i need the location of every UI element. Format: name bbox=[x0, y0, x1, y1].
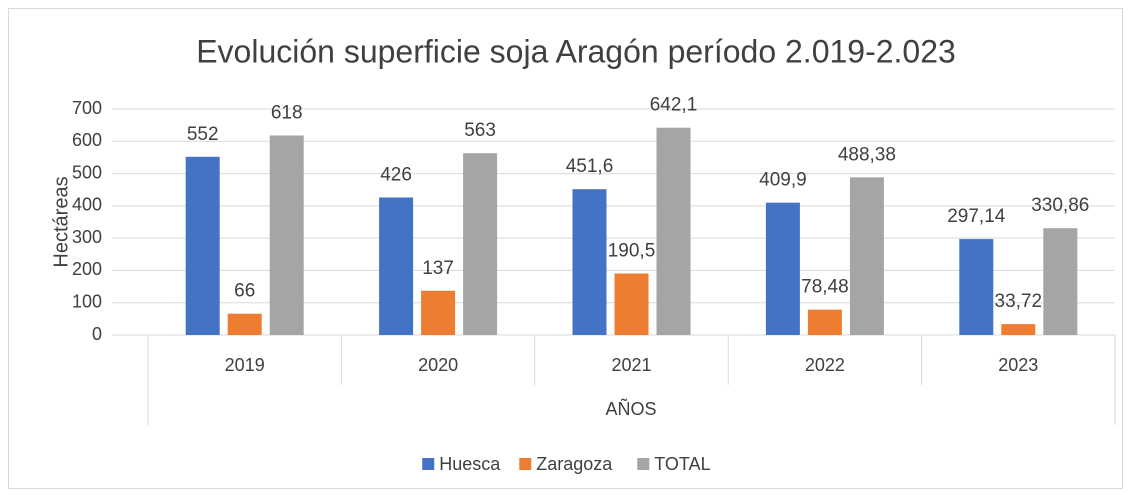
legend-label: Huesca bbox=[439, 454, 501, 474]
x-tick-label: 2022 bbox=[805, 355, 845, 375]
y-tick-label: 600 bbox=[72, 130, 102, 150]
bar bbox=[1043, 228, 1078, 335]
data-label: 563 bbox=[464, 120, 496, 141]
data-label: 409,9 bbox=[759, 170, 807, 191]
data-label: 426 bbox=[380, 164, 412, 185]
data-label: 330,86 bbox=[1031, 195, 1089, 216]
bar bbox=[656, 127, 691, 336]
legend-swatch bbox=[422, 458, 435, 470]
y-tick-label: 100 bbox=[72, 291, 102, 311]
x-tick-label: 2020 bbox=[418, 355, 458, 375]
legend-swatch bbox=[637, 458, 650, 470]
bar bbox=[959, 239, 994, 335]
bar bbox=[807, 309, 842, 335]
chart-border bbox=[8, 8, 1123, 489]
legend-swatch bbox=[519, 458, 532, 470]
legend-label: TOTAL bbox=[654, 454, 710, 474]
data-label: 78,48 bbox=[801, 277, 849, 298]
data-label: 642,1 bbox=[650, 95, 698, 116]
legend-label: Zaragoza bbox=[536, 454, 613, 474]
data-label: 451,6 bbox=[566, 156, 614, 177]
x-axis-title: AÑOS bbox=[605, 398, 656, 419]
y-tick-label: 0 bbox=[92, 324, 102, 344]
x-tick-label: 2019 bbox=[225, 355, 265, 375]
bar bbox=[614, 273, 649, 335]
x-tick-label: 2023 bbox=[998, 355, 1038, 375]
bar bbox=[185, 156, 220, 335]
y-axis-title: Hectáreas bbox=[50, 176, 72, 267]
bar bbox=[1001, 324, 1036, 335]
bar bbox=[849, 177, 884, 335]
data-label: 552 bbox=[187, 124, 219, 145]
data-label: 66 bbox=[234, 281, 255, 302]
data-label: 33,72 bbox=[995, 291, 1043, 312]
y-tick-label: 200 bbox=[72, 259, 102, 279]
bar bbox=[227, 313, 262, 335]
chart-title: Evolución superficie soja Aragón período… bbox=[196, 33, 956, 69]
data-label: 488,38 bbox=[838, 144, 896, 165]
bar bbox=[463, 153, 498, 335]
x-tick-label: 2021 bbox=[611, 355, 651, 375]
y-tick-label: 400 bbox=[72, 195, 102, 215]
bar bbox=[765, 202, 800, 335]
y-tick-label: 300 bbox=[72, 227, 102, 247]
bar bbox=[572, 189, 607, 335]
bar bbox=[421, 290, 456, 335]
y-tick-label: 500 bbox=[72, 162, 102, 182]
data-label: 297,14 bbox=[947, 206, 1006, 227]
data-label: 618 bbox=[271, 102, 303, 123]
bar bbox=[269, 135, 304, 335]
data-label: 137 bbox=[422, 258, 454, 279]
data-label: 190,5 bbox=[608, 241, 656, 262]
bar bbox=[379, 197, 414, 335]
y-tick-label: 700 bbox=[72, 98, 102, 118]
